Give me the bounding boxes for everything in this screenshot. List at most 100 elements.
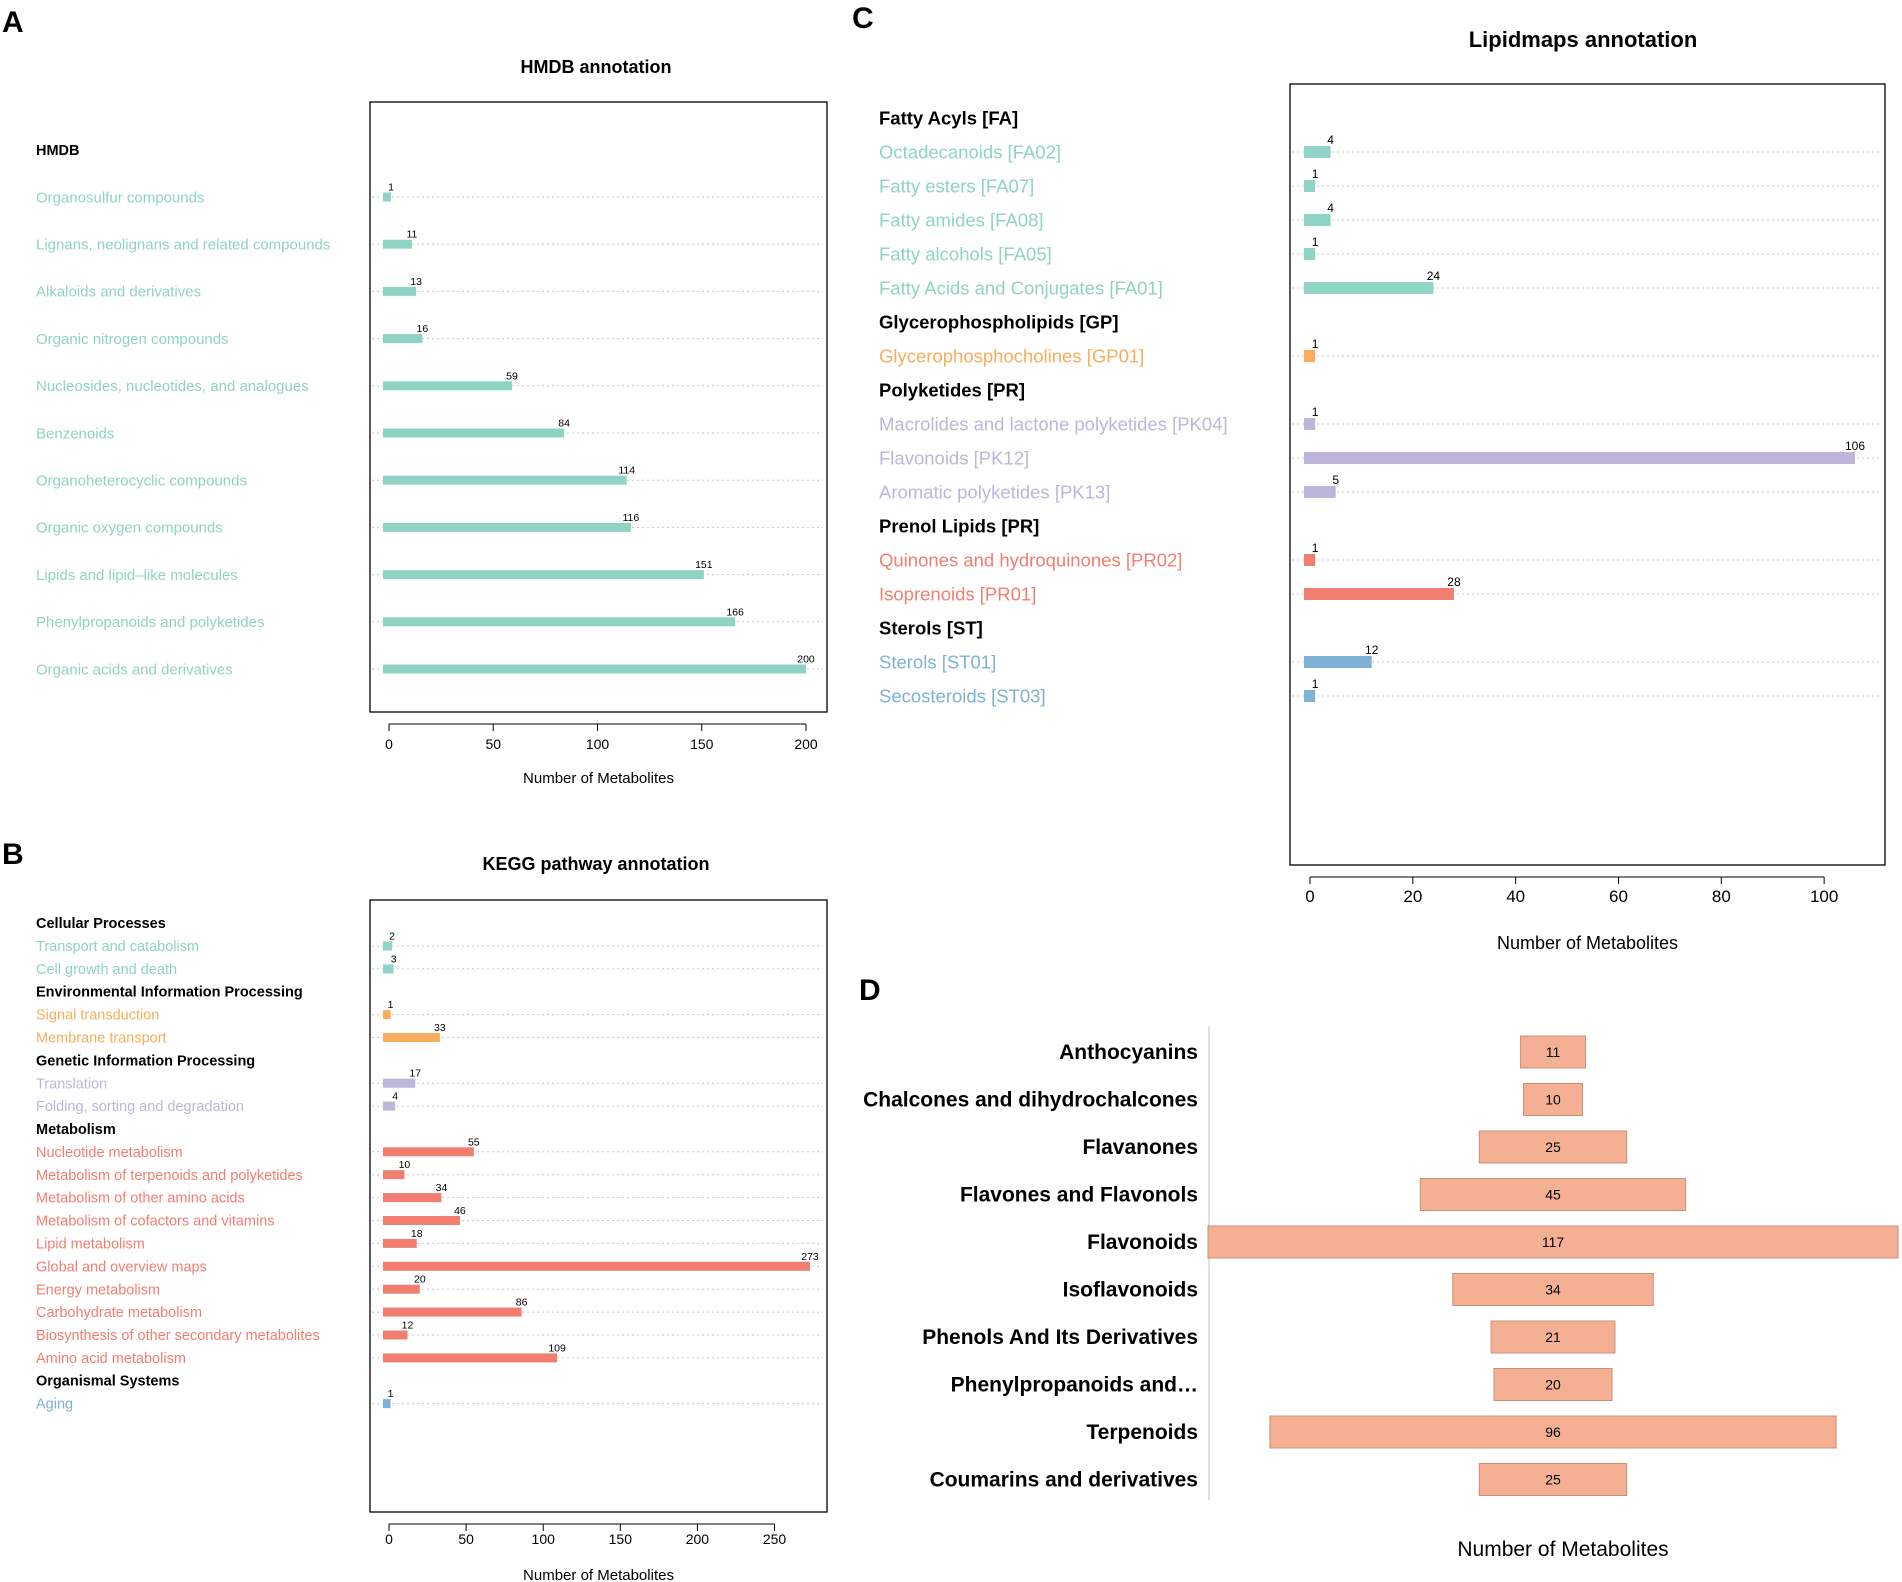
panel-a-category-label: Alkaloids and derivatives <box>36 284 201 301</box>
panel-d-bar <box>1478 1463 1628 1496</box>
panel-d-bar <box>1523 1083 1583 1116</box>
panel-c-value-label: 4 <box>1327 133 1334 147</box>
panel-a-x-axis-label: Number of Metabolites <box>523 770 674 787</box>
panel-c-value-label: 1 <box>1312 235 1319 249</box>
panel-d-bar <box>1493 1368 1613 1401</box>
panel-b-bar <box>383 964 394 974</box>
panel-c-value-label: 1 <box>1312 405 1319 419</box>
panel-b-bar <box>383 1284 420 1294</box>
panel-a-category-label: Nucleosides, nucleotides, and analogues <box>36 378 309 395</box>
panel-c-bar <box>1304 282 1434 294</box>
panel-c-category-label: Aromatic polyketides [PK13] <box>879 481 1110 502</box>
panel-b-group-header: Metabolism <box>36 1122 116 1138</box>
panel-a-x-tick-label: 50 <box>485 736 501 752</box>
panel-b-category-label: Carbohydrate metabolism <box>36 1305 202 1321</box>
panel-b-value-label: 20 <box>414 1274 426 1286</box>
panel-c-category-label: Glycerophosphocholines [GP01] <box>879 345 1144 366</box>
panel-c-x-tick-label: 80 <box>1712 887 1731 906</box>
panel-c-bar <box>1304 180 1316 192</box>
panel-d-value-label: 117 <box>1542 1234 1565 1250</box>
panel-a-value-label: 166 <box>726 606 744 618</box>
panel-d-category-label: Flavonoids <box>1087 1231 1198 1254</box>
panel-b-bar <box>383 1307 522 1317</box>
panel-c-value-label: 12 <box>1365 643 1379 657</box>
panel-d-bar <box>1207 1225 1899 1259</box>
panel-d-value-label: 21 <box>1545 1329 1561 1345</box>
panel-c-value-label: 5 <box>1332 473 1339 487</box>
panel-c-bar <box>1304 588 1454 600</box>
panel-a-value-label: 11 <box>406 229 417 241</box>
panel-d-bar <box>1452 1273 1654 1306</box>
panel-a-value-label: 59 <box>506 370 518 382</box>
panel-b-value-label: 55 <box>468 1136 480 1148</box>
panel-a-bar <box>383 664 806 674</box>
panel-b-bar <box>383 1101 396 1111</box>
panel-a-x-tick-label: 200 <box>794 736 818 752</box>
panel-b-title: KEGG pathway annotation <box>482 854 709 874</box>
panel-c-x-tick-label: 100 <box>1810 887 1838 906</box>
panel-c-category-label: Sterols [ST01] <box>879 651 996 672</box>
panel-b-bar <box>383 1261 810 1271</box>
panel-b-category-label: Metabolism of cofactors and vitamins <box>36 1214 275 1230</box>
panel-c-category-label: Secosteroids [ST03] <box>879 685 1046 706</box>
panel-c-x-tick-label: 20 <box>1403 887 1422 906</box>
panel-b-value-label: 273 <box>801 1251 819 1263</box>
panel-d-category-label: Coumarins and derivatives <box>930 1469 1198 1492</box>
panel-c-bar <box>1304 248 1316 260</box>
panel-a-group-header: HMDB <box>36 143 80 159</box>
panel-a-bar <box>383 428 565 438</box>
panel-d-value-label: 25 <box>1545 1472 1561 1488</box>
panel-b-bar <box>383 1147 474 1157</box>
panel-b-x-tick-label: 100 <box>532 1531 556 1547</box>
panel-a-category-label: Benzenoids <box>36 425 114 442</box>
panel-b-x-tick-label: 200 <box>686 1531 710 1547</box>
panel-d-letter: D <box>859 974 881 1007</box>
panel-a-value-label: 200 <box>797 654 815 666</box>
panel-b-value-label: 10 <box>399 1159 411 1171</box>
panel-a-value-label: 151 <box>695 559 713 571</box>
panel-d-category-label: Phenols And Its Derivatives <box>922 1326 1198 1349</box>
panel-a-x-tick-label: 150 <box>690 736 714 752</box>
panel-d-bar <box>1490 1320 1616 1354</box>
panel-a-plot-frame <box>369 101 828 713</box>
panel-b-value-label: 109 <box>548 1342 566 1354</box>
panel-a-category-label: Organoheterocyclic compounds <box>36 472 247 489</box>
panel-a-letter: A <box>2 6 24 39</box>
panel-a-bar <box>383 570 704 580</box>
panel-b-value-label: 17 <box>409 1068 421 1080</box>
panel-d-value-label: 10 <box>1545 1092 1561 1108</box>
panel-a-bar <box>383 239 412 249</box>
panel-b-value-label: 12 <box>402 1320 414 1332</box>
panel-c-x-axis-label: Number of Metabolites <box>1497 933 1678 953</box>
panel-c-value-label: 28 <box>1447 575 1461 589</box>
panel-d-bar <box>1520 1035 1586 1069</box>
panel-b-group-header: Cellular Processes <box>36 916 166 932</box>
panel-c-category-label: Macrolides and lactone polyketides [PK04… <box>879 413 1228 434</box>
panel-d-value-label: 25 <box>1545 1139 1561 1155</box>
panel-b-category-label: Amino acid metabolism <box>36 1351 186 1367</box>
panel-d-value-label: 11 <box>1546 1044 1561 1060</box>
panel-d-x-axis-label: Number of Metabolites <box>1457 1538 1668 1561</box>
panel-b-category-label: Folding, sorting and degradation <box>36 1099 244 1115</box>
panel-a-category-label: Lignans, neolignans and related compound… <box>36 236 330 253</box>
panel-d-category-label: Flavanones <box>1082 1136 1198 1159</box>
panel-a-category-label: Phenylpropanoids and polyketides <box>36 614 265 631</box>
panel-c-group-header: Polyketides [PR] <box>879 379 1025 400</box>
panel-b-plot-frame <box>369 899 828 1513</box>
panel-d-value-label: 34 <box>1545 1282 1561 1298</box>
panel-b-x-axis-label: Number of Metabolites <box>523 1567 674 1582</box>
panel-c-category-label: Fatty alcohols [FA05] <box>879 243 1052 264</box>
panel-b-value-label: 34 <box>436 1182 448 1194</box>
panel-a-value-label: 13 <box>410 276 422 288</box>
panel-a-bar <box>383 192 392 202</box>
panel-b-category-label: Membrane transport <box>36 1031 167 1047</box>
panel-b-category-label: Nucleotide metabolism <box>36 1145 183 1161</box>
panel-c-x-tick-label: 60 <box>1609 887 1628 906</box>
panel-c-bar <box>1304 214 1331 226</box>
panel-b-category-label: Biosynthesis of other secondary metaboli… <box>36 1328 320 1344</box>
panel-b-category-label: Aging <box>36 1397 73 1413</box>
panel-c-group-header: Glycerophospholipids [GP] <box>879 311 1119 332</box>
panel-d-bar <box>1269 1415 1837 1449</box>
panel-c-value-label: 1 <box>1312 541 1319 555</box>
panel-b-category-label: Translation <box>36 1076 107 1092</box>
